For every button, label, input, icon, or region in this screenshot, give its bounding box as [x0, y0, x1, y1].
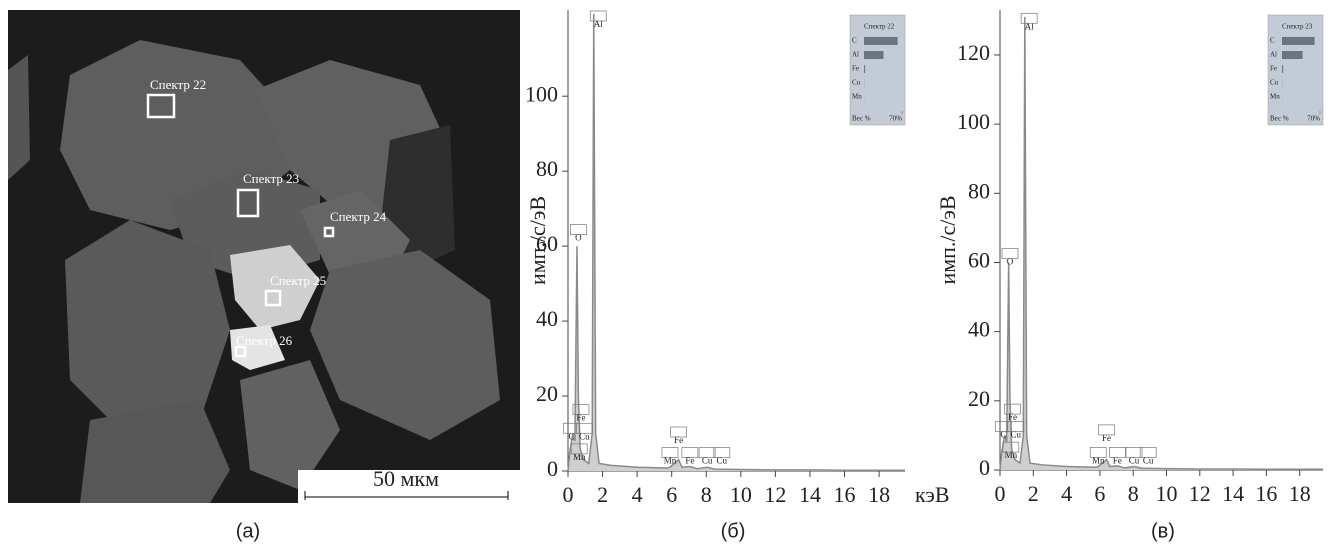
y-axis-label: имп./с/эВ — [525, 196, 550, 285]
x-tick-label: 12 — [1189, 481, 1211, 506]
peak-label: Cu — [717, 456, 728, 466]
inset-category: Cu — [852, 79, 861, 87]
x-axis-label: кэВ — [915, 482, 950, 507]
x-tick-label: 10 — [1155, 481, 1177, 506]
inset-tick-label: 70% — [1307, 115, 1320, 123]
peak-label: Cu — [1143, 455, 1154, 465]
crystal — [8, 55, 30, 180]
peak-label: Fe — [1113, 455, 1122, 465]
y-tick-label: 20 — [536, 381, 558, 406]
y-tick-label: 20 — [968, 386, 990, 411]
sem-image: 50 мкм — [8, 10, 520, 503]
peak-label: C — [568, 431, 574, 441]
inset-category: Cu — [1270, 79, 1279, 87]
y-tick-label: 100 — [957, 109, 990, 134]
x-tick-label: 2 — [1028, 481, 1039, 506]
x-tick-label: 14 — [1222, 481, 1244, 506]
peak-label: Cu — [579, 431, 590, 441]
inset-category: Fe — [852, 65, 859, 73]
inset-category: Mn — [852, 93, 862, 101]
y-tick-label: 0 — [547, 456, 558, 481]
x-tick-label: 12 — [764, 482, 786, 507]
scale-bar-label: 50 мкм — [373, 466, 439, 491]
y-axis-label: имп./с/эВ — [935, 195, 960, 284]
y-tick-label: 80 — [536, 156, 558, 181]
x-tick-label: 4 — [632, 482, 643, 507]
x-tick-label: 0 — [995, 481, 1006, 506]
x-tick-label: 8 — [1128, 481, 1139, 506]
x-tick-label: 18 — [868, 482, 890, 507]
peak-label: Fe — [1008, 412, 1017, 422]
x-tick-label: 6 — [1094, 481, 1105, 506]
x-tick-label: 18 — [1289, 481, 1311, 506]
peak-label: Fe — [685, 456, 694, 466]
inset-category: C — [1270, 37, 1275, 45]
spectrum-label: Спектр 24 — [330, 209, 387, 224]
panel-caption: (а) — [236, 520, 260, 542]
spectrum-label: Спектр 22 — [150, 77, 206, 92]
inset-category: Al — [1270, 51, 1277, 59]
peak-label: Mn — [573, 452, 586, 462]
peak-label: Al — [594, 19, 603, 29]
crystal — [65, 220, 230, 430]
x-tick-label: 0 — [563, 482, 574, 507]
peak-label: Cu — [702, 456, 713, 466]
x-tick-label: 10 — [730, 482, 752, 507]
x-tick-label: 4 — [1061, 481, 1072, 506]
inset-axis-label: Вес % — [1270, 115, 1289, 123]
inset-title: Спектр 23 — [1282, 23, 1313, 31]
y-tick-label: 120 — [957, 40, 990, 65]
y-tick-label: 80 — [968, 178, 990, 203]
inset-bar — [864, 37, 898, 45]
peak-label: Fe — [576, 413, 585, 423]
inset-category: C — [852, 37, 857, 45]
inset-category: Fe — [1270, 65, 1277, 73]
panel-caption: (в) — [1151, 520, 1175, 542]
y-tick-label: 40 — [536, 306, 558, 331]
peak-label: Fe — [1102, 433, 1111, 443]
inset-bar — [1282, 51, 1303, 59]
peak-label: Mn — [1005, 450, 1018, 460]
spectrum-label: Спектр 26 — [236, 333, 293, 348]
x-tick-label: 16 — [834, 482, 856, 507]
inset-category: Al — [852, 51, 859, 59]
peak-label: O — [575, 233, 582, 243]
spectrum-label: Спектр 23 — [243, 171, 299, 186]
x-tick-label: 2 — [597, 482, 608, 507]
inset-title: Спектр 22 — [864, 23, 895, 31]
inset-bar — [1282, 65, 1283, 73]
inset-category: Mn — [1270, 93, 1280, 101]
y-tick-label: 100 — [525, 81, 558, 106]
inset-bar — [864, 51, 884, 59]
y-tick-label: 40 — [968, 317, 990, 342]
figure: 50 мкм (а) Спектр 22 Спектр 23 Спектр 24 Сп… — [0, 0, 1331, 547]
inset-bar — [1282, 37, 1315, 45]
peak-label: Cu — [1011, 429, 1022, 439]
inset-bar — [864, 65, 865, 73]
peak-label: C — [1000, 429, 1006, 439]
y-tick-label: 60 — [968, 248, 990, 273]
spectrum-label: Спектр 25 — [270, 273, 326, 288]
x-tick-label: 6 — [666, 482, 677, 507]
x-tick-label: 14 — [799, 482, 821, 507]
y-tick-label: 0 — [979, 455, 990, 480]
peak-label: Mn — [664, 456, 677, 466]
x-tick-label: 16 — [1255, 481, 1277, 506]
panel-caption: (б) — [721, 520, 746, 542]
peak-label: Mn — [1092, 455, 1105, 465]
inset-axis-label: Вес % — [852, 115, 871, 123]
x-tick-label: 8 — [701, 482, 712, 507]
inset-tick-label: 70% — [889, 115, 902, 123]
peak-label: Al — [1025, 21, 1034, 31]
peak-label: Cu — [1129, 455, 1140, 465]
peak-label: O — [1007, 257, 1014, 267]
peak-label: Fe — [674, 435, 683, 445]
